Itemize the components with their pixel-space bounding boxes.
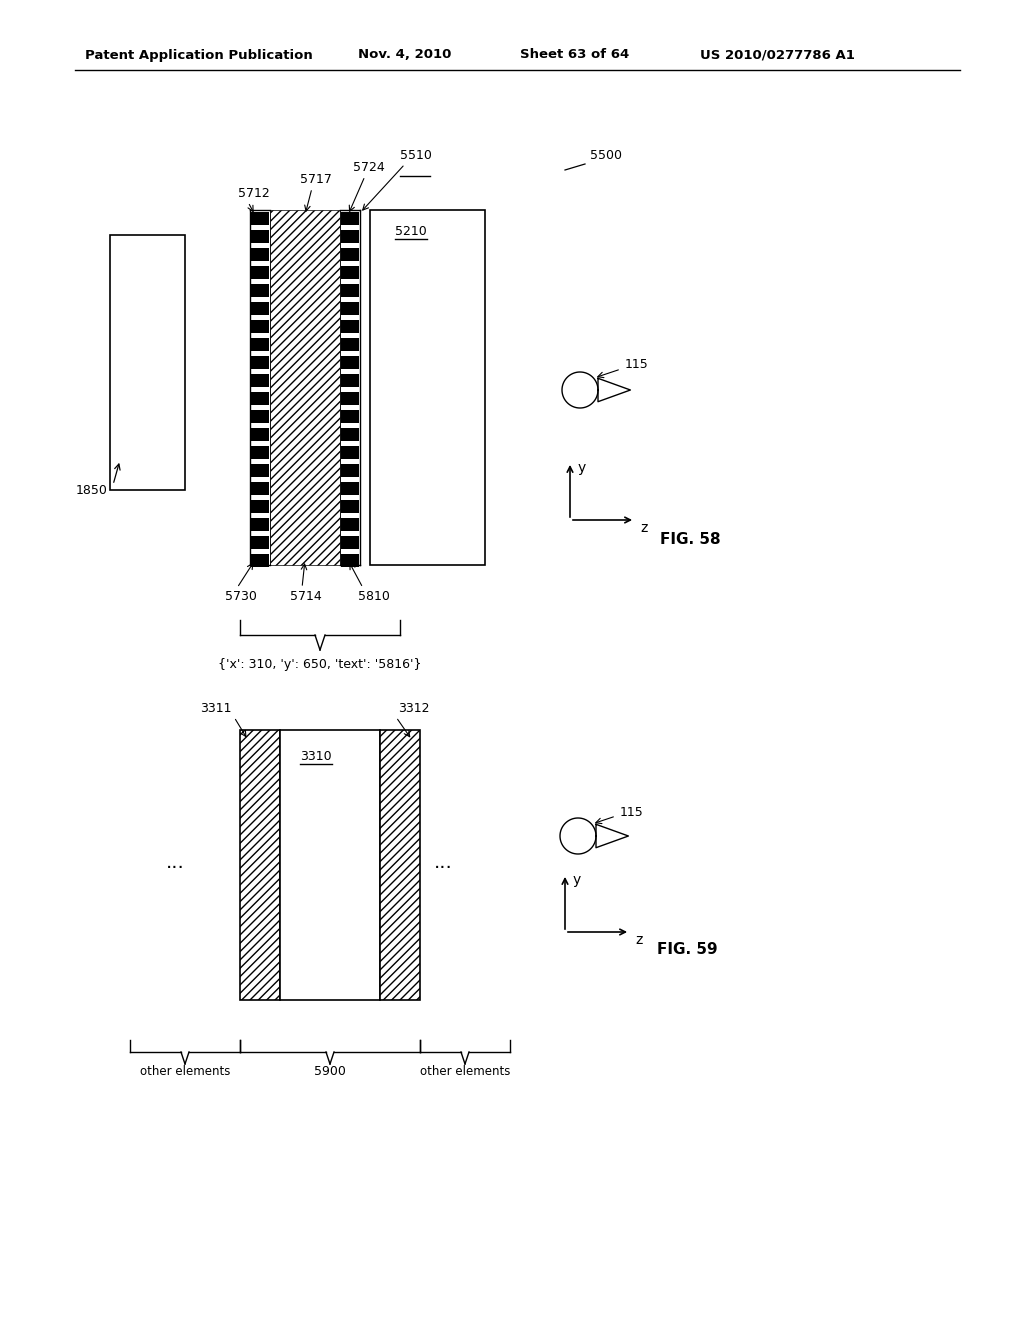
Bar xyxy=(341,554,359,568)
Bar xyxy=(110,235,185,490)
Bar xyxy=(341,230,359,243)
Text: ...: ... xyxy=(166,853,184,871)
Bar xyxy=(380,730,420,1001)
Text: z: z xyxy=(635,933,642,946)
Bar xyxy=(251,446,269,459)
Bar xyxy=(341,248,359,261)
Text: 1850: 1850 xyxy=(76,483,108,496)
Text: 5712: 5712 xyxy=(238,187,269,201)
Text: 5510: 5510 xyxy=(400,149,432,162)
Bar xyxy=(341,213,359,224)
Bar xyxy=(251,536,269,549)
Bar xyxy=(341,392,359,405)
Text: other elements: other elements xyxy=(420,1065,510,1078)
Bar xyxy=(251,517,269,531)
Text: Patent Application Publication: Patent Application Publication xyxy=(85,49,312,62)
Bar xyxy=(251,554,269,568)
Bar xyxy=(251,338,269,351)
Text: 5714: 5714 xyxy=(290,590,322,603)
Text: 5500: 5500 xyxy=(590,149,622,162)
Bar xyxy=(251,248,269,261)
Text: US 2010/0277786 A1: US 2010/0277786 A1 xyxy=(700,49,855,62)
Bar xyxy=(251,230,269,243)
Text: {'x': 310, 'y': 650, 'text': '5816'}: {'x': 310, 'y': 650, 'text': '5816'} xyxy=(218,657,422,671)
Bar xyxy=(341,284,359,297)
Bar xyxy=(341,536,359,549)
Bar xyxy=(251,302,269,315)
Bar xyxy=(270,210,340,565)
Bar xyxy=(341,500,359,513)
Text: 115: 115 xyxy=(625,359,649,371)
Bar xyxy=(240,730,280,1001)
Bar xyxy=(341,356,359,370)
Text: 5724: 5724 xyxy=(353,161,385,174)
Text: 5810: 5810 xyxy=(358,590,390,603)
Bar xyxy=(251,284,269,297)
Bar xyxy=(280,730,380,1001)
Text: 3311: 3311 xyxy=(201,702,232,715)
Bar xyxy=(251,465,269,477)
Bar xyxy=(341,446,359,459)
Bar xyxy=(251,267,269,279)
Bar xyxy=(251,500,269,513)
Bar xyxy=(251,374,269,387)
Bar xyxy=(251,392,269,405)
Text: ...: ... xyxy=(433,853,453,871)
Bar xyxy=(341,465,359,477)
Text: 3312: 3312 xyxy=(398,702,429,715)
Bar xyxy=(251,482,269,495)
Text: 5210: 5210 xyxy=(395,224,427,238)
Bar xyxy=(341,302,359,315)
Bar xyxy=(341,517,359,531)
Text: 5717: 5717 xyxy=(300,173,332,186)
Bar xyxy=(251,319,269,333)
Text: Sheet 63 of 64: Sheet 63 of 64 xyxy=(520,49,630,62)
Bar xyxy=(341,374,359,387)
Bar xyxy=(341,428,359,441)
Text: 5900: 5900 xyxy=(314,1065,346,1078)
Text: y: y xyxy=(573,873,582,887)
Bar xyxy=(341,482,359,495)
Text: Nov. 4, 2010: Nov. 4, 2010 xyxy=(358,49,452,62)
Bar xyxy=(370,210,485,565)
Text: 5730: 5730 xyxy=(225,590,257,603)
Text: FIG. 59: FIG. 59 xyxy=(657,942,718,957)
Bar xyxy=(251,356,269,370)
Bar xyxy=(341,411,359,422)
Bar xyxy=(341,319,359,333)
Text: other elements: other elements xyxy=(140,1065,230,1078)
Text: y: y xyxy=(578,461,587,475)
Text: z: z xyxy=(640,521,647,535)
Text: 3310: 3310 xyxy=(300,750,332,763)
Bar xyxy=(251,428,269,441)
Bar xyxy=(341,338,359,351)
Text: 115: 115 xyxy=(620,805,644,818)
Text: FIG. 58: FIG. 58 xyxy=(660,532,721,548)
Bar xyxy=(251,411,269,422)
Bar xyxy=(341,267,359,279)
Bar xyxy=(251,213,269,224)
